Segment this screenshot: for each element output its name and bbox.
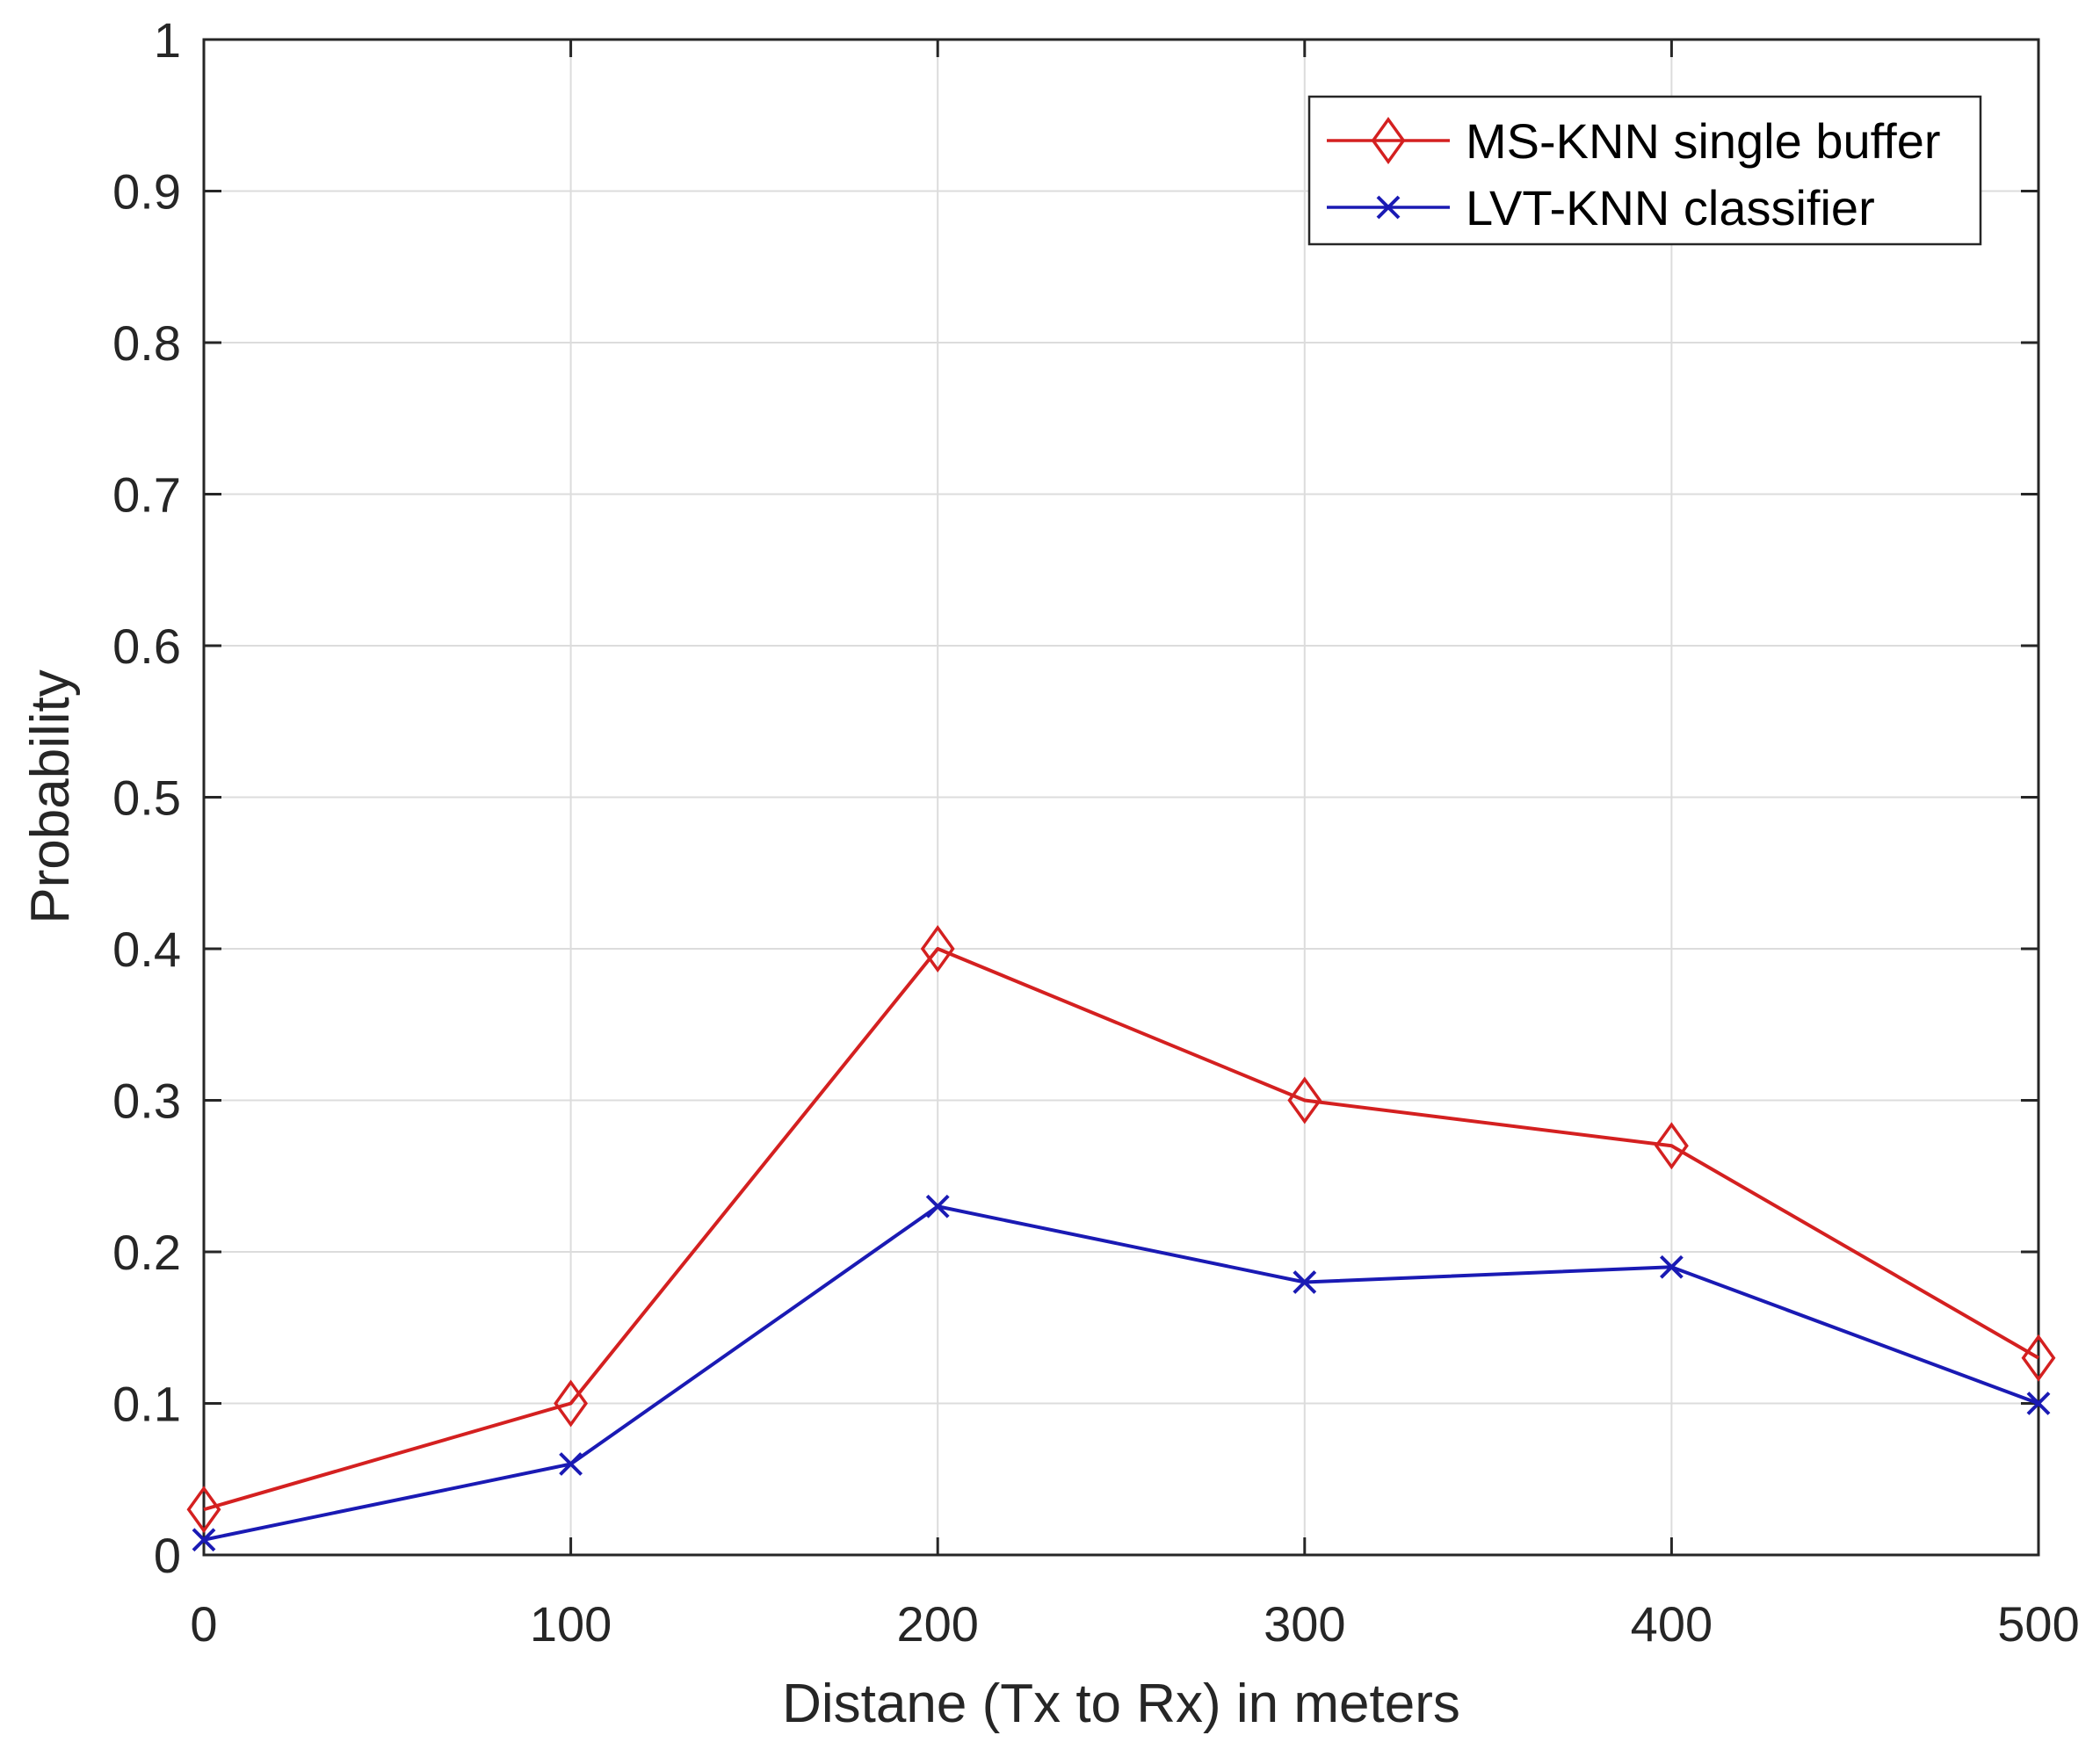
data-point-x-stroke-b [2026, 1392, 2051, 1415]
series-line [203, 1204, 2039, 1542]
y-tick-label: 1 [154, 12, 181, 68]
y-tick-label: 0.3 [112, 1074, 181, 1129]
x-tick-label: 200 [896, 1596, 978, 1652]
data-point-x-stroke-b [925, 1194, 950, 1218]
y-tick-label: 0.2 [112, 1225, 181, 1280]
data-point-diamond [920, 925, 955, 972]
data-point-x [2026, 1392, 2051, 1415]
data-point-x [1293, 1270, 1317, 1294]
data-point-x [559, 1452, 583, 1476]
y-axis-label: Probability [20, 669, 81, 923]
x-tick-label: 400 [1631, 1596, 1713, 1652]
y-tick-label: 0.7 [112, 467, 181, 523]
x-tick-label: 0 [190, 1596, 217, 1652]
legend-marker-x [1376, 195, 1401, 220]
data-point-diamond [186, 1486, 221, 1534]
x-tick-label: 300 [1264, 1596, 1345, 1652]
legend-marker-shape [1371, 117, 1406, 164]
legend-label-lvt-knn: LVT-KNN classifier [1466, 180, 1875, 235]
legend-box [1307, 95, 1982, 246]
series-lvt-knn-classifier [192, 1194, 2051, 1552]
y-tick-label: 0.6 [112, 618, 181, 674]
data-point-diamond [2021, 1334, 2056, 1382]
x-tick-label: 500 [1997, 1596, 2079, 1652]
data-point-x [192, 1528, 216, 1552]
series-line [203, 947, 2040, 1512]
data-point-diamond [1287, 1076, 1322, 1124]
data-point-x [1659, 1254, 1684, 1279]
data-point-diamond [554, 1379, 589, 1428]
legend-marker-diamond [1371, 117, 1406, 164]
series-group [186, 925, 2056, 1552]
data-point-diamond [1654, 1122, 1689, 1170]
data-point-x-stroke-b [559, 1452, 583, 1476]
data-point-x-stroke-b [192, 1528, 216, 1552]
data-point-x-stroke-b [1293, 1270, 1317, 1294]
y-tick-label: 0.1 [112, 1377, 181, 1432]
x-axis-label: Distane (Tx to Rx) in meters [782, 1674, 1460, 1734]
legend-label-ms-knn: MS-KNN single buffer [1466, 113, 1941, 169]
x-tick-label: 100 [530, 1596, 612, 1652]
y-tick-label: 0 [154, 1528, 181, 1583]
legend-marker-shape-stroke-b [1376, 195, 1401, 220]
data-point-x [925, 1194, 950, 1218]
series-ms-knn-single-buffer [186, 925, 2056, 1534]
data-point-x-stroke-b [1659, 1254, 1684, 1279]
y-tick-label: 0.9 [112, 164, 181, 220]
legend: MS-KNN single buffer LVT-KNN classifier [1307, 95, 1982, 246]
y-tick-label: 0.5 [112, 770, 181, 826]
y-tick-label: 0.8 [112, 315, 181, 371]
ticks: 0 100 200 300 400 500 0 0.1 0.2 0.3 0.4 0.5 0.6 0.7 0.… [112, 12, 2080, 1652]
y-tick-label: 0.4 [112, 922, 181, 977]
legend-marker-shape [1376, 195, 1401, 220]
